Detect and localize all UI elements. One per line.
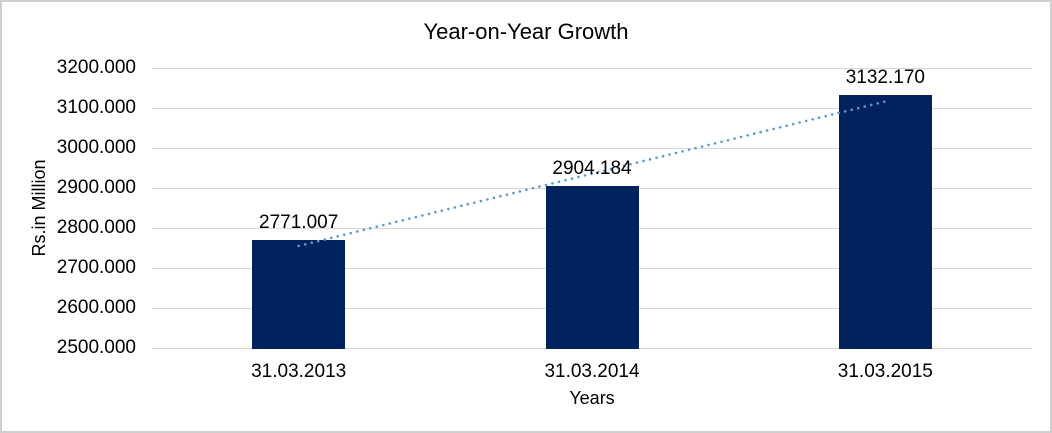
y-tick-label: 2800.000 bbox=[56, 217, 136, 238]
bar-value-label: 2771.007 bbox=[259, 211, 339, 233]
bar bbox=[838, 95, 932, 349]
y-tick-label: 3100.000 bbox=[56, 97, 136, 118]
bar-value-label: 2904.184 bbox=[552, 158, 632, 180]
y-tick-label: 3000.000 bbox=[56, 137, 136, 158]
gridline bbox=[152, 68, 1032, 69]
x-tick-label: 31.03.2015 bbox=[837, 361, 933, 382]
chart-title: Year-on-Year Growth bbox=[423, 19, 629, 44]
y-tick-label: 2500.000 bbox=[56, 337, 136, 358]
y-tick-label: 2900.000 bbox=[56, 177, 136, 198]
x-axis-title: Years bbox=[569, 388, 615, 408]
y-tick-label: 2700.000 bbox=[56, 257, 136, 278]
y-tick-label: 2600.000 bbox=[56, 297, 136, 318]
x-tick-label: 31.03.2014 bbox=[544, 361, 640, 382]
y-axis-title: Rs.in Million bbox=[29, 159, 49, 257]
y-tick-label: 3200.000 bbox=[56, 57, 136, 78]
bar-value-label: 3132.170 bbox=[845, 67, 925, 89]
bar bbox=[252, 239, 346, 349]
x-tick-label: 31.03.2013 bbox=[251, 361, 347, 382]
bar bbox=[545, 186, 639, 349]
